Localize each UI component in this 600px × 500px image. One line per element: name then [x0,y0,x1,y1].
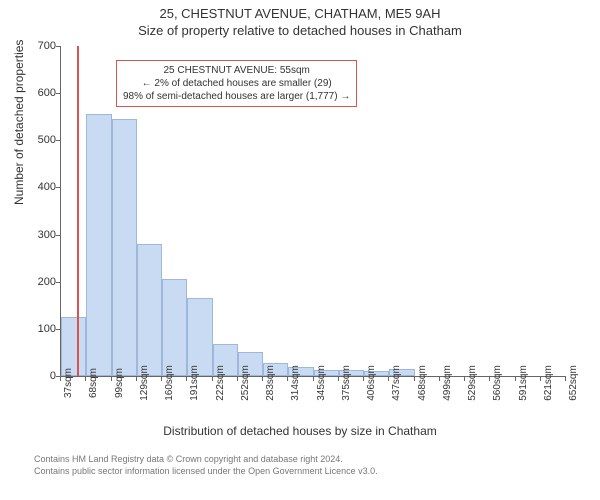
x-tick-label: 160sqm [164,365,175,401]
x-tick-mark [338,376,339,381]
footer-line-1: Contains HM Land Registry data © Crown c… [34,454,590,466]
x-tick-mark [287,376,288,381]
x-tick-mark [60,376,61,381]
x-tick-label: 437sqm [391,365,402,401]
x-axis-label: Distribution of detached houses by size … [0,424,600,438]
x-tick-label: 529sqm [467,365,478,401]
x-tick-mark [212,376,213,381]
x-tick-label: 37sqm [63,368,74,398]
x-tick-mark [161,376,162,381]
x-tick-mark [489,376,490,381]
y-tick-label: 100 [26,323,56,335]
y-tick-label: 0 [26,370,56,382]
footer-line-2: Contains public sector information licen… [34,466,590,478]
x-tick-label: 345sqm [316,365,327,401]
x-tick-label: 314sqm [290,365,301,401]
y-tick-label: 600 [26,87,56,99]
x-tick-label: 652sqm [568,365,579,401]
y-tick-mark [56,140,61,141]
y-tick-mark [56,235,61,236]
x-tick-label: 252sqm [240,365,251,401]
annotation-box: 25 CHESTNUT AVENUE: 55sqm← 2% of detache… [116,60,357,107]
y-axis-label: Number of detached properties [12,40,26,205]
y-tick-mark [56,93,61,94]
histogram-bar [137,244,162,376]
x-tick-label: 283sqm [265,365,276,401]
x-tick-mark [388,376,389,381]
x-tick-mark [565,376,566,381]
y-tick-mark [56,187,61,188]
y-tick-label: 500 [26,134,56,146]
x-tick-label: 406sqm [366,365,377,401]
x-tick-mark [111,376,112,381]
histogram-bar [112,119,137,376]
histogram-bar [86,114,111,376]
x-tick-label: 68sqm [88,368,99,398]
property-marker-line [77,46,79,376]
x-tick-label: 191sqm [189,365,200,401]
x-tick-label: 468sqm [417,365,428,401]
x-tick-mark [313,376,314,381]
x-tick-mark [363,376,364,381]
x-tick-label: 222sqm [215,365,226,401]
x-tick-mark [515,376,516,381]
x-tick-label: 591sqm [518,365,529,401]
y-tick-label: 200 [26,276,56,288]
annotation-line: 25 CHESTNUT AVENUE: 55sqm [123,64,350,77]
y-tick-mark [56,282,61,283]
x-tick-label: 99sqm [114,368,125,398]
annotation-line: ← 2% of detached houses are smaller (29) [123,77,350,90]
x-tick-label: 560sqm [492,365,503,401]
x-tick-label: 129sqm [139,365,150,401]
x-tick-mark [85,376,86,381]
y-tick-label: 300 [26,229,56,241]
y-tick-label: 400 [26,181,56,193]
title-line-1: 25, CHESTNUT AVENUE, CHATHAM, ME5 9AH [0,6,600,21]
chart-title-block: 25, CHESTNUT AVENUE, CHATHAM, ME5 9AH Si… [0,0,600,38]
x-tick-label: 499sqm [442,365,453,401]
annotation-line: 98% of semi-detached houses are larger (… [123,90,350,103]
x-tick-mark [186,376,187,381]
footer-attribution: Contains HM Land Registry data © Crown c… [0,438,600,477]
x-tick-mark [262,376,263,381]
x-tick-mark [439,376,440,381]
histogram-bar [162,279,187,376]
x-tick-mark [540,376,541,381]
x-tick-mark [136,376,137,381]
y-tick-label: 700 [26,40,56,52]
chart-area: 25 CHESTNUT AVENUE: 55sqm← 2% of detache… [60,46,565,376]
title-line-2: Size of property relative to detached ho… [0,23,600,38]
x-tick-label: 375sqm [341,365,352,401]
y-tick-mark [56,46,61,47]
x-tick-mark [237,376,238,381]
x-tick-mark [414,376,415,381]
x-tick-label: 621sqm [543,365,554,401]
x-tick-mark [464,376,465,381]
